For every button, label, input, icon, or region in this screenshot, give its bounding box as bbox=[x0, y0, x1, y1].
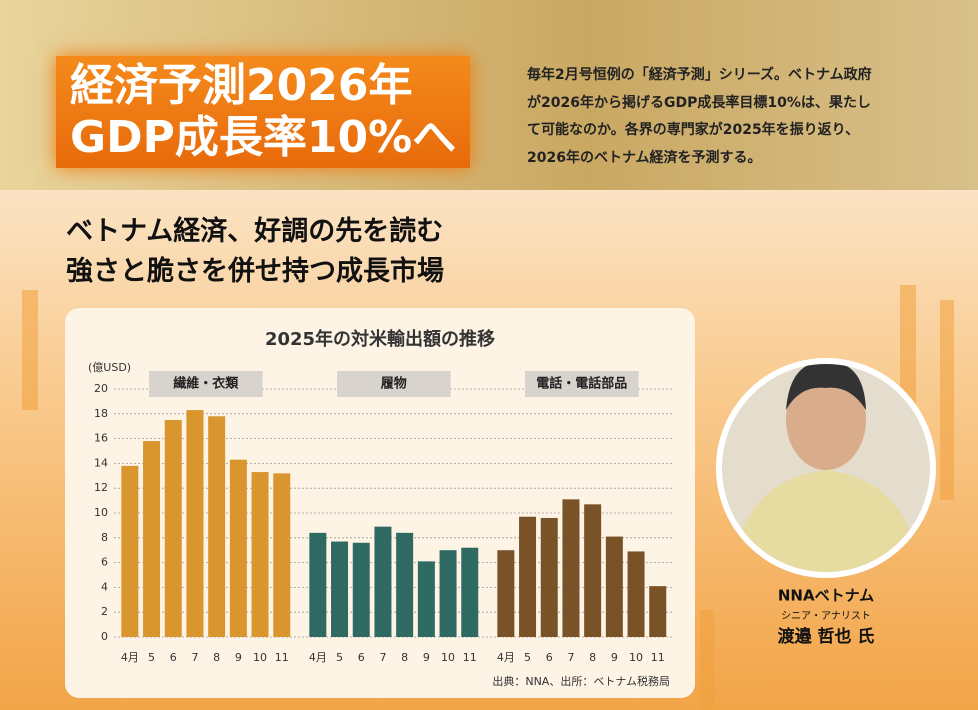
bar bbox=[273, 473, 291, 637]
y-tick-label: 12 bbox=[94, 481, 108, 494]
bar bbox=[519, 516, 537, 637]
x-tick-label: 4月 bbox=[121, 651, 139, 664]
bar bbox=[417, 561, 435, 637]
bar bbox=[396, 532, 414, 637]
x-tick-label: 9 bbox=[235, 651, 242, 664]
bar bbox=[584, 504, 602, 637]
x-tick-label: 5 bbox=[336, 651, 343, 664]
bar bbox=[461, 547, 479, 637]
bar bbox=[540, 517, 558, 637]
bar bbox=[143, 441, 161, 637]
bar bbox=[251, 472, 269, 637]
intro-line: 毎年2月号恒例の「経済予測」シリーズ。ベトナム政府 bbox=[527, 67, 872, 83]
bar bbox=[627, 551, 645, 637]
bar bbox=[121, 465, 139, 637]
y-tick-label: 0 bbox=[101, 630, 108, 643]
intro-line: 2026年のベトナム経済を予測する。 bbox=[527, 149, 762, 166]
y-tick-label: 20 bbox=[94, 382, 108, 395]
bar bbox=[649, 586, 667, 637]
y-tick-label: 10 bbox=[94, 506, 108, 519]
y-tick-label: 4 bbox=[101, 580, 108, 593]
bar bbox=[374, 526, 392, 637]
x-tick-label: 6 bbox=[358, 651, 365, 664]
x-tick-label: 8 bbox=[589, 651, 596, 664]
person-name: 渡邉 哲也 氏 bbox=[778, 626, 875, 647]
x-tick-label: 10 bbox=[441, 651, 455, 664]
bar bbox=[497, 550, 515, 637]
bar bbox=[164, 420, 182, 637]
x-tick-label: 4月 bbox=[309, 651, 327, 664]
source: 出典：NNA、出所：ベトナム税務局 bbox=[492, 674, 670, 688]
x-tick-label: 5 bbox=[524, 651, 531, 664]
panel-label: 履物 bbox=[381, 376, 407, 392]
x-tick-label: 10 bbox=[629, 651, 643, 664]
y-tick-label: 2 bbox=[101, 605, 108, 618]
intro-line: が2026年から掲げるGDP成長率目標10%は、果たし bbox=[527, 94, 871, 111]
chart-title: 2025年の対米輸出額の推移 bbox=[265, 328, 495, 350]
y-axis-label: (億USD) bbox=[88, 361, 131, 374]
x-tick-label: 10 bbox=[253, 651, 267, 664]
x-tick-label: 11 bbox=[463, 651, 477, 664]
intro-line: て可能なのか。各界の専門家が2025年を振り返り、 bbox=[527, 122, 860, 138]
person-company: NNAベトナム bbox=[778, 587, 874, 605]
intro: 毎年2月号恒例の「経済予測」シリーズ。ベトナム政府 が2026年から掲げるGDP成… bbox=[527, 62, 872, 172]
subtitle-line: 強さと脆さを併せ持つ成長市場 bbox=[66, 256, 444, 287]
x-tick-label: 9 bbox=[611, 651, 618, 664]
panel-label-box bbox=[149, 371, 263, 397]
bar bbox=[562, 499, 580, 637]
bar bbox=[331, 541, 349, 637]
x-tick-label: 8 bbox=[213, 651, 220, 664]
bar bbox=[229, 459, 247, 637]
subtitle-line: ベトナム経済、好調の先を読む bbox=[66, 216, 444, 247]
bar bbox=[352, 542, 370, 637]
headline-line: 経済予測2026年 bbox=[70, 60, 413, 111]
bar bbox=[186, 410, 204, 637]
x-tick-label: 7 bbox=[567, 651, 574, 664]
panel-label-box bbox=[525, 371, 639, 397]
x-tick-label: 7 bbox=[379, 651, 386, 664]
x-tick-label: 11 bbox=[275, 651, 289, 664]
bar bbox=[309, 532, 327, 637]
person-role: シニア・アナリスト bbox=[781, 610, 871, 622]
x-tick-label: 6 bbox=[170, 651, 177, 664]
bar bbox=[439, 550, 457, 637]
headline: 経済予測2026年 GDP成長率10%へ bbox=[56, 56, 471, 168]
y-tick-label: 18 bbox=[94, 407, 108, 420]
bar bbox=[208, 416, 226, 637]
subtitle: ベトナム経済、好調の先を読む 強さと脆さを併せ持つ成長市場 bbox=[66, 212, 444, 292]
x-tick-label: 6 bbox=[546, 651, 553, 664]
panel-label: 繊維・衣類 bbox=[173, 376, 239, 392]
y-tick-label: 14 bbox=[94, 456, 108, 469]
x-tick-label: 7 bbox=[191, 651, 198, 664]
panel-label-box bbox=[337, 371, 451, 397]
photo bbox=[722, 364, 930, 572]
x-tick-label: 11 bbox=[651, 651, 665, 664]
x-tick-label: 5 bbox=[148, 651, 155, 664]
x-tick-label: 4月 bbox=[497, 651, 515, 664]
headline-line: GDP成長率10%へ bbox=[70, 112, 457, 163]
panel-label: 電話・電話部品 bbox=[536, 376, 627, 392]
y-tick-label: 6 bbox=[101, 556, 108, 569]
x-tick-label: 8 bbox=[401, 651, 408, 664]
bar bbox=[605, 536, 623, 637]
y-tick-label: 16 bbox=[94, 432, 108, 445]
x-tick-label: 9 bbox=[423, 651, 430, 664]
y-tick-label: 8 bbox=[101, 531, 108, 544]
